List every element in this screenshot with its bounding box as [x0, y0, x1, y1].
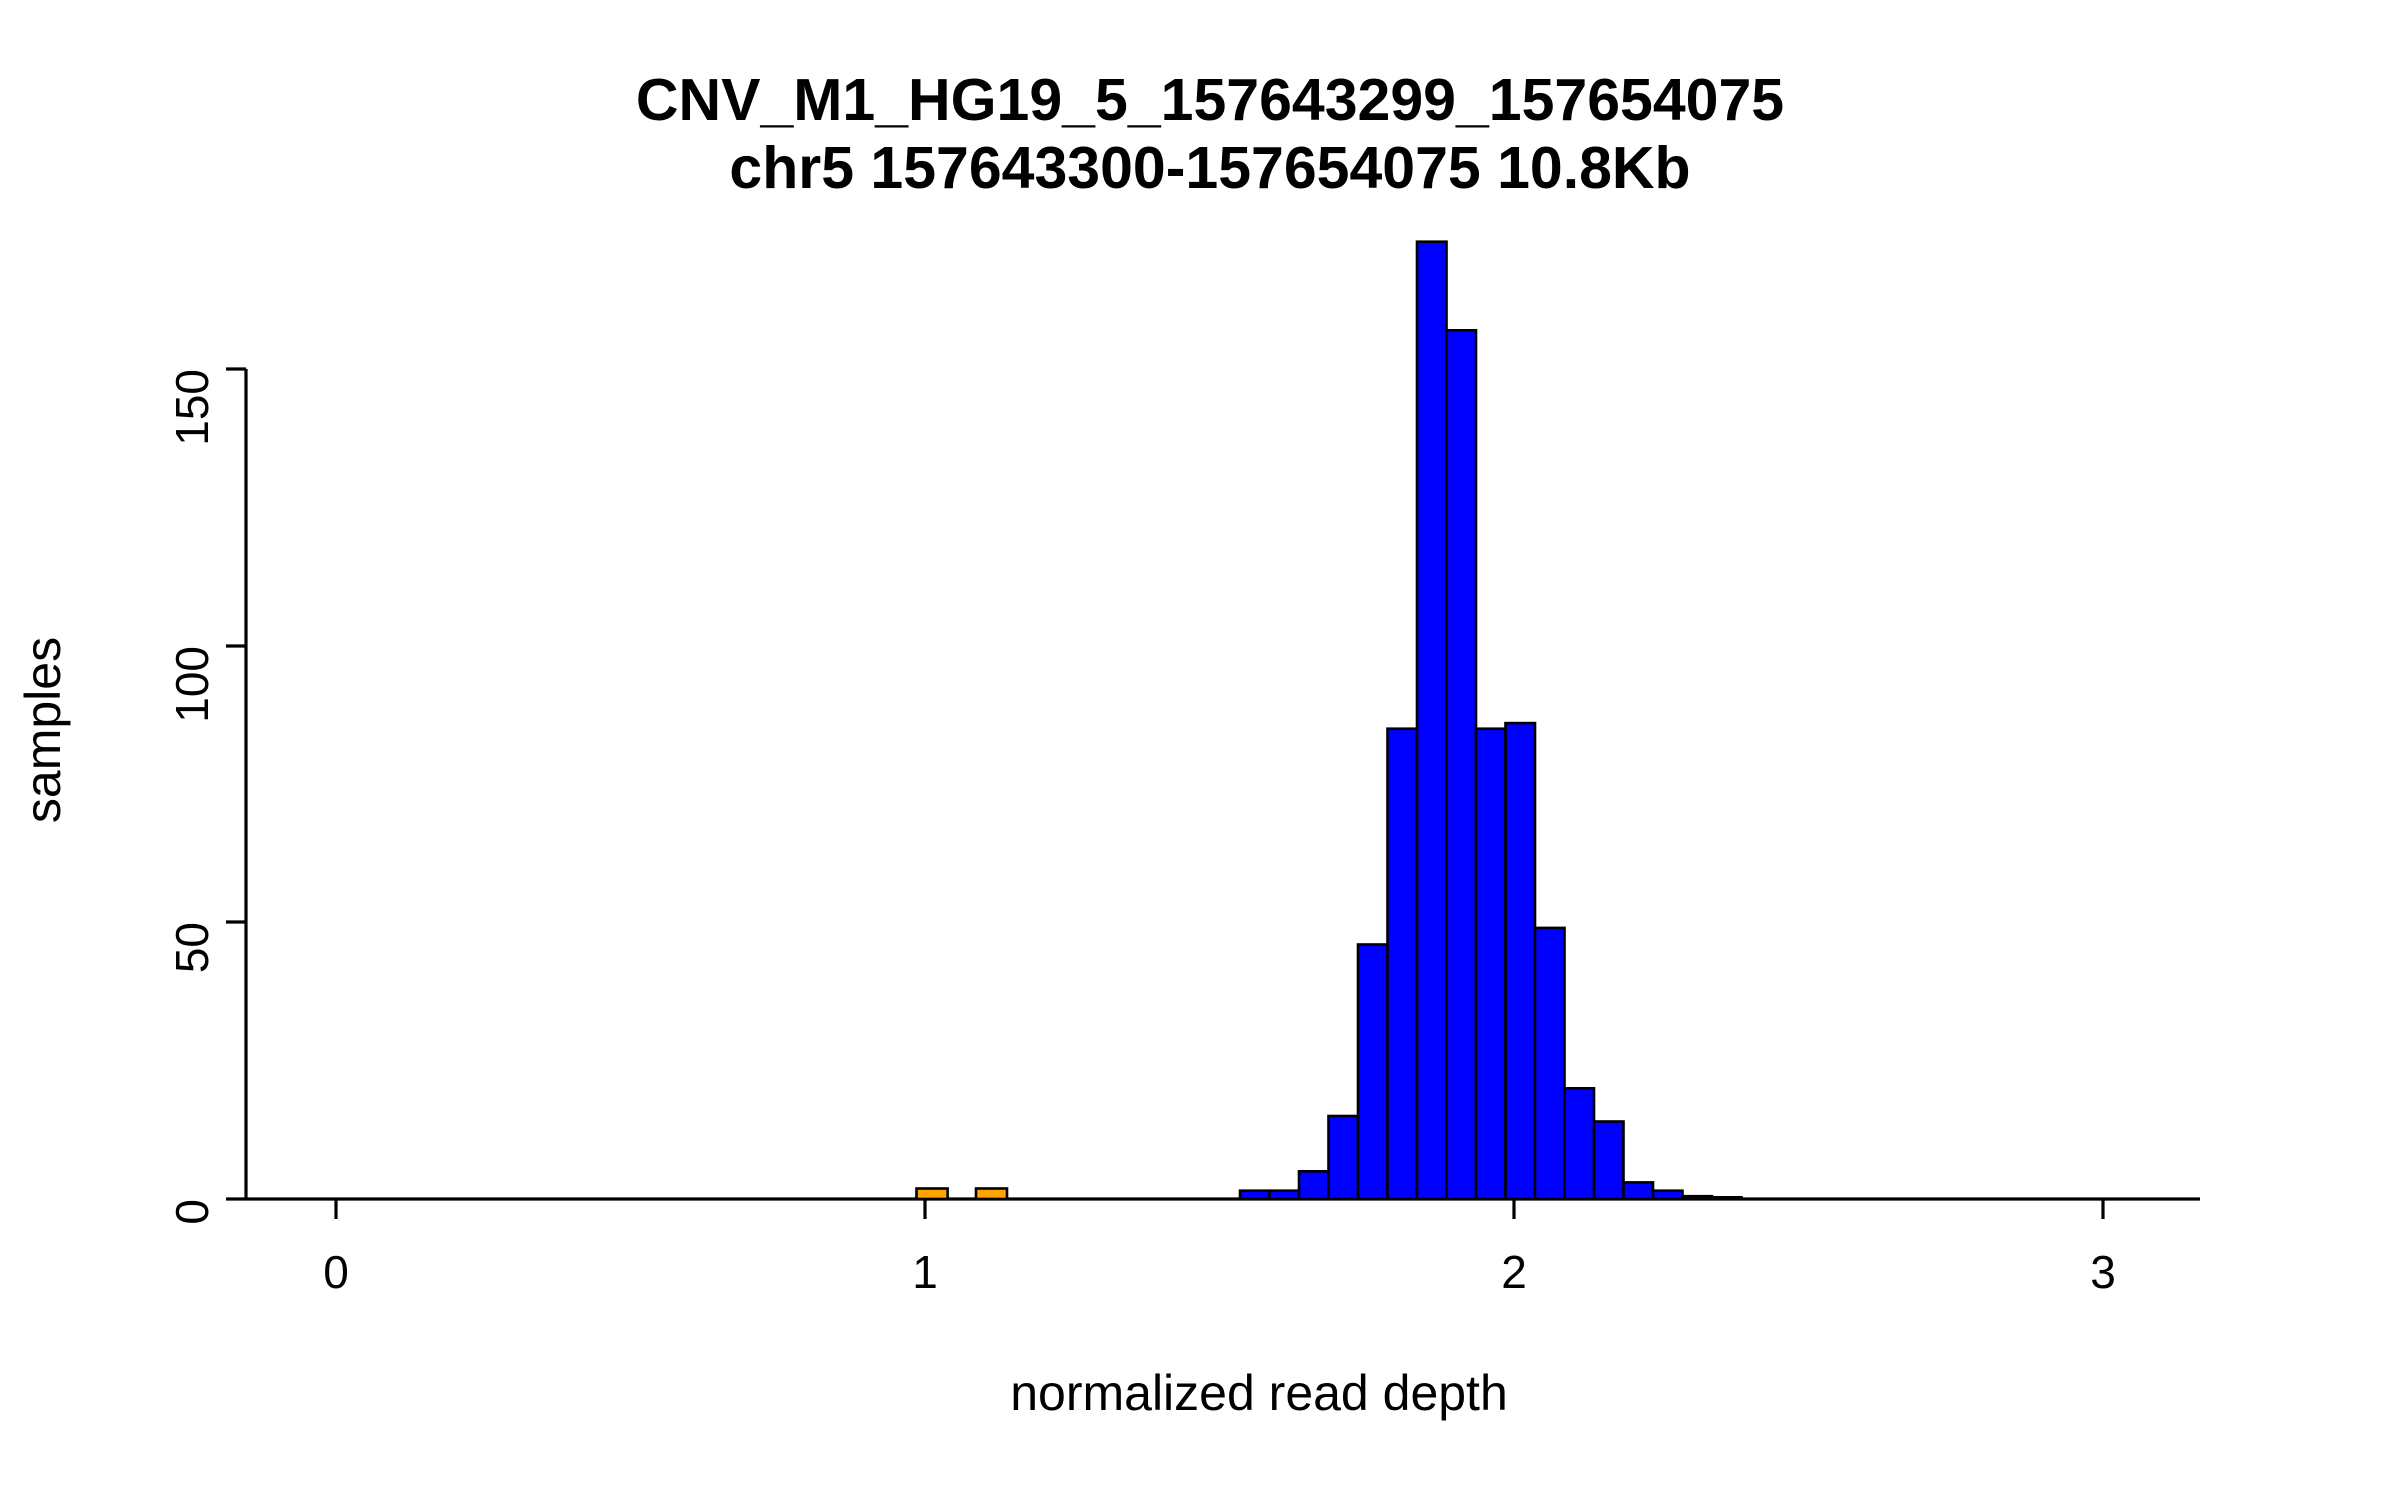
svg-text:samples: samples: [15, 637, 71, 823]
svg-text:CNV_M1_HG19_5_157643299_157654: CNV_M1_HG19_5_157643299_157654075: [636, 67, 1784, 133]
svg-text:0: 0: [323, 1246, 349, 1298]
svg-text:2: 2: [1501, 1246, 1527, 1298]
svg-text:0: 0: [166, 1199, 218, 1225]
svg-text:150: 150: [166, 369, 218, 446]
svg-text:chr5 157643300-157654075 10.8K: chr5 157643300-157654075 10.8Kb: [729, 135, 1690, 201]
svg-text:50: 50: [166, 922, 218, 973]
svg-text:100: 100: [166, 646, 218, 723]
svg-text:normalized read depth: normalized read depth: [1010, 1365, 1508, 1421]
svg-text:1: 1: [912, 1246, 938, 1298]
svg-text:3: 3: [2090, 1246, 2116, 1298]
